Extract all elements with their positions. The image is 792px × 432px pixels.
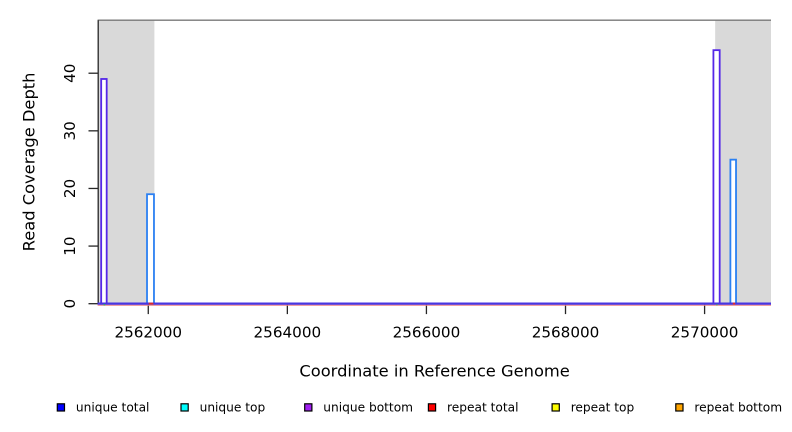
coverage-bar <box>146 193 155 305</box>
legend-label-unique-total: unique total <box>76 400 150 414</box>
coverage-bar <box>729 158 737 305</box>
legend-swatch-unique-bottom <box>304 403 313 412</box>
legend-swatch-repeat-bottom <box>675 403 684 412</box>
right-masked-region-band <box>715 20 771 304</box>
y-tick-label: 10 <box>61 236 79 255</box>
x-axis-title: Coordinate in Reference Genome <box>299 362 569 381</box>
coverage-bar <box>100 78 108 305</box>
legend-swatch-repeat-top <box>551 403 560 412</box>
y-tick-label: 0 <box>61 299 79 309</box>
legend-label-unique-bottom: unique bottom <box>323 400 413 414</box>
x-tick-label: 2568000 <box>532 323 600 341</box>
legend-label-repeat-bottom: repeat bottom <box>694 400 782 414</box>
x-tick-label: 2570000 <box>671 323 739 341</box>
legend-swatch-unique-total <box>56 403 66 412</box>
y-tick-label: 30 <box>61 121 79 140</box>
legend-label-repeat-total: repeat total <box>447 400 518 414</box>
y-tick-label: 20 <box>61 179 79 198</box>
coverage-bar <box>712 49 721 305</box>
legend-swatch-unique-top <box>180 403 189 412</box>
legend-label-repeat-top: repeat top <box>571 400 635 414</box>
x-tick-label: 2564000 <box>254 323 322 341</box>
y-axis-title: Read Coverage Depth <box>20 73 39 252</box>
x-tick-label: 2562000 <box>114 323 182 341</box>
legend-label-unique-top: unique top <box>200 400 266 414</box>
legend-swatch-repeat-total <box>427 403 437 412</box>
y-tick-label: 40 <box>61 64 79 83</box>
x-tick-label: 2566000 <box>393 323 461 341</box>
